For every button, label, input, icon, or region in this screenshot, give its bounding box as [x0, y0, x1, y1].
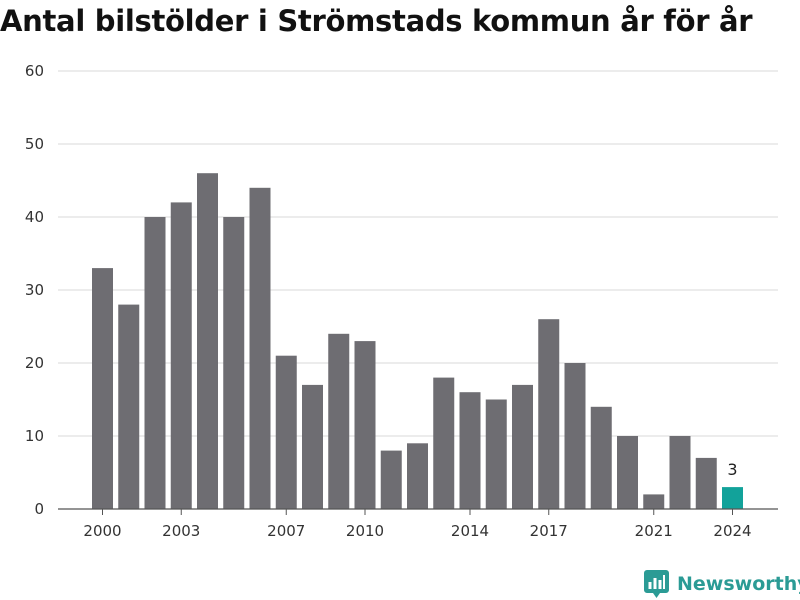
bar-2001: [118, 304, 140, 509]
bar-2006: [249, 187, 271, 510]
x-tick-label: 2017: [530, 522, 568, 540]
bar-2000: [92, 268, 113, 509]
bar-2023: [695, 457, 717, 509]
brand-name: Newsworthy: [677, 573, 800, 595]
newsworthy-logo: Newsworthy: [644, 568, 800, 600]
bar-2019: [590, 406, 612, 509]
data-labels: 3: [727, 460, 737, 479]
x-tick-label: 2003: [162, 522, 200, 540]
y-tick-label: 0: [34, 500, 44, 518]
bar-2007: [275, 355, 297, 509]
bar-2005: [223, 217, 245, 509]
bar-2011: [380, 450, 402, 509]
y-tick-label: 10: [25, 427, 44, 445]
bar-chart-pin-icon: [644, 570, 669, 598]
bar-2015: [485, 399, 507, 509]
x-tick-label: 2014: [451, 522, 489, 540]
bar-2012: [407, 443, 428, 509]
x-tick-label: 2010: [346, 522, 384, 540]
bar-2018: [564, 363, 586, 509]
x-tick-label: 2007: [267, 522, 305, 540]
grid-layer: [58, 70, 778, 437]
x-axis: 2000 2003 2007 2010 2014 2017 2021 2024: [58, 508, 778, 540]
y-tick-label: 60: [25, 62, 44, 80]
bar-2016: [512, 384, 533, 509]
bar-2002: [144, 217, 166, 509]
bar-2009: [328, 333, 350, 509]
y-tick-label: 50: [25, 135, 44, 153]
bars: [92, 173, 743, 510]
bar-2014: [459, 392, 481, 509]
data-label-2024: 3: [727, 460, 737, 479]
bar-2021: [643, 494, 665, 509]
y-tick-label: 40: [25, 208, 44, 226]
bar-2008: [302, 384, 323, 509]
bar-2013: [433, 377, 455, 509]
y-axis: 0 10 20 30 40 50 60: [25, 62, 44, 518]
y-tick-label: 30: [25, 281, 44, 299]
bar-2020: [617, 436, 638, 509]
bar-2017: [538, 319, 560, 509]
x-tick-label: 2024: [713, 522, 751, 540]
x-tick-label: 2021: [635, 522, 673, 540]
bar-2022: [669, 436, 691, 509]
bar-2010: [354, 341, 376, 509]
y-tick-label: 20: [25, 354, 44, 372]
bar-2004: [197, 173, 218, 509]
bar-2003: [170, 202, 192, 509]
chart-title: Antal bilstölder i Strömstads kommun år …: [0, 4, 753, 38]
x-tick-label: 2000: [83, 522, 121, 540]
bar-2024: [722, 487, 743, 509]
